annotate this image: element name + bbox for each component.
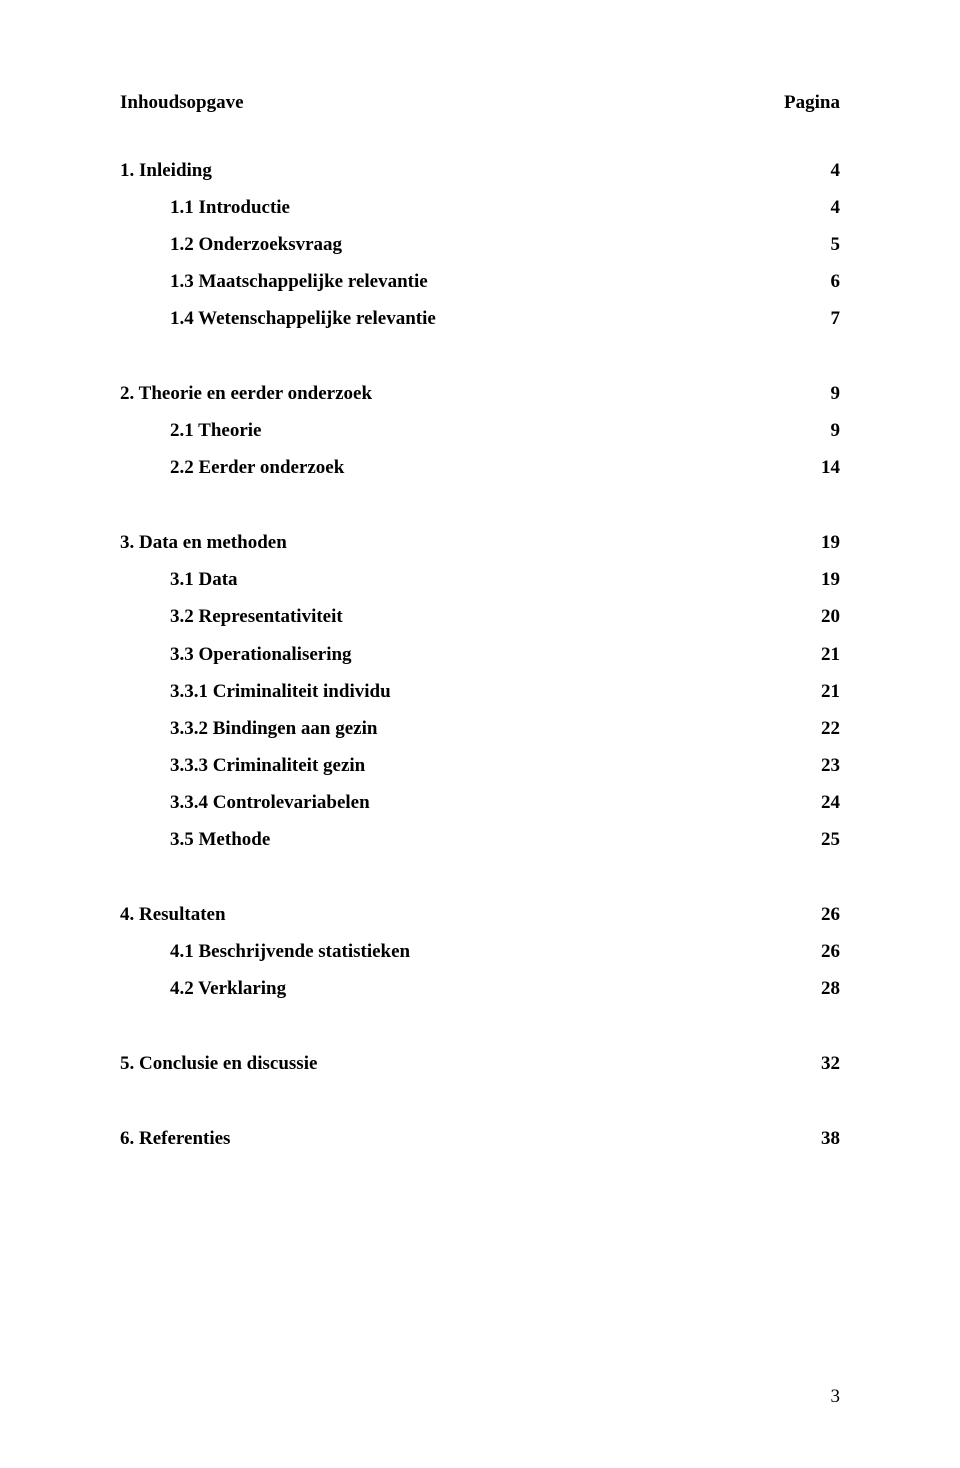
toc-section: 3. Data en methoden193.1 Data193.2 Repre… <box>120 524 840 857</box>
toc-entry-page: 6 <box>831 263 841 300</box>
toc-section: 2. Theorie en eerder onderzoek92.1 Theor… <box>120 375 840 486</box>
toc-entry-label: 4.2 Verklaring <box>170 970 286 1007</box>
toc-entry-page: 20 <box>821 598 840 635</box>
toc-entry-label: 3.1 Data <box>170 561 238 598</box>
toc-entry-page: 26 <box>821 896 840 933</box>
toc-row: 3.3.4 Controlevariabelen 24 <box>120 784 840 821</box>
toc-row: 3.5 Methode 25 <box>120 821 840 858</box>
toc-title: Inhoudsopgave <box>120 92 244 114</box>
toc-entry-label: 3.3.4 Controlevariabelen <box>170 784 370 821</box>
toc-entry-label: 4. Resultaten <box>120 896 226 933</box>
toc-entry-label: 5. Conclusie en discussie <box>120 1045 317 1082</box>
toc-entry-label: 3.3.1 Criminaliteit individu <box>170 673 391 710</box>
toc-row: 3.3.1 Criminaliteit individu 21 <box>120 673 840 710</box>
toc-entry-label: 2.1 Theorie <box>170 412 261 449</box>
toc-row: 1. Inleiding 4 <box>120 152 840 189</box>
toc-entry-label: 3.5 Methode <box>170 821 270 858</box>
toc-entry-page: 23 <box>821 747 840 784</box>
toc-entry-page: 25 <box>821 821 840 858</box>
toc-entry-page: 5 <box>831 226 841 263</box>
toc-row: 3.3 Operationalisering 21 <box>120 636 840 673</box>
toc-row: 1.2 Onderzoeksvraag 5 <box>120 226 840 263</box>
toc-page-label: Pagina <box>784 92 840 114</box>
toc-entry-label: 3.2 Representativiteit <box>170 598 343 635</box>
toc-section: 5. Conclusie en discussie 32 <box>120 1045 840 1082</box>
toc-row: 3.2 Representativiteit 20 <box>120 598 840 635</box>
toc-entry-page: 4 <box>831 189 841 226</box>
toc-row: 2. Theorie en eerder onderzoek 9 <box>120 375 840 412</box>
toc-row: 4. Resultaten 26 <box>120 896 840 933</box>
toc-entry-page: 14 <box>821 449 840 486</box>
toc-row: 3.3.2 Bindingen aan gezin 22 <box>120 710 840 747</box>
toc-row: 1.4 Wetenschappelijke relevantie 7 <box>120 300 840 337</box>
toc-row: 6. Referenties 38 <box>120 1120 840 1157</box>
toc-entry-page: 32 <box>821 1045 840 1082</box>
toc-section: 4. Resultaten264.1 Beschrijvende statist… <box>120 896 840 1007</box>
toc-entry-page: 4 <box>831 152 841 189</box>
toc-entry-label: 1.2 Onderzoeksvraag <box>170 226 342 263</box>
toc-entry-page: 28 <box>821 970 840 1007</box>
toc-entry-page: 7 <box>831 300 841 337</box>
toc-section: 1. Inleiding41.1 Introductie41.2 Onderzo… <box>120 152 840 337</box>
toc-row: 5. Conclusie en discussie 32 <box>120 1045 840 1082</box>
toc-entry-label: 1.4 Wetenschappelijke relevantie <box>170 300 436 337</box>
toc-entry-label: 3.3.3 Criminaliteit gezin <box>170 747 365 784</box>
toc-row: 4.1 Beschrijvende statistieken 26 <box>120 933 840 970</box>
toc-entry-label: 1.1 Introductie <box>170 189 290 226</box>
toc-header: Inhoudsopgave Pagina <box>120 92 840 114</box>
toc-entry-page: 21 <box>821 673 840 710</box>
toc-row: 1.3 Maatschappelijke relevantie 6 <box>120 263 840 300</box>
toc-section: 6. Referenties 38 <box>120 1120 840 1157</box>
toc-entry-label: 4.1 Beschrijvende statistieken <box>170 933 410 970</box>
toc-entry-label: 2.2 Eerder onderzoek <box>170 449 344 486</box>
toc-entry-page: 21 <box>821 636 840 673</box>
toc-row: 1.1 Introductie 4 <box>120 189 840 226</box>
toc-entry-label: 2. Theorie en eerder onderzoek <box>120 375 372 412</box>
toc-entry-page: 26 <box>821 933 840 970</box>
toc-entry-label: 3.3 Operationalisering <box>170 636 352 673</box>
toc-row: 4.2 Verklaring 28 <box>120 970 840 1007</box>
toc-row: 3. Data en methoden 19 <box>120 524 840 561</box>
toc-entry-page: 19 <box>821 561 840 598</box>
toc-entry-page: 24 <box>821 784 840 821</box>
toc-entry-page: 19 <box>821 524 840 561</box>
toc-entry-label: 1.3 Maatschappelijke relevantie <box>170 263 428 300</box>
toc-entry-page: 9 <box>831 412 841 449</box>
toc-body: 1. Inleiding41.1 Introductie41.2 Onderzo… <box>120 152 840 1157</box>
toc-row: 3.3.3 Criminaliteit gezin 23 <box>120 747 840 784</box>
toc-entry-label: 3.3.2 Bindingen aan gezin <box>170 710 377 747</box>
toc-entry-page: 38 <box>821 1120 840 1157</box>
toc-row: 2.2 Eerder onderzoek 14 <box>120 449 840 486</box>
toc-entry-page: 9 <box>831 375 841 412</box>
page-number: 3 <box>831 1386 841 1408</box>
toc-entry-label: 1. Inleiding <box>120 152 212 189</box>
toc-entry-page: 22 <box>821 710 840 747</box>
toc-row: 3.1 Data 19 <box>120 561 840 598</box>
toc-entry-label: 6. Referenties <box>120 1120 230 1157</box>
toc-entry-label: 3. Data en methoden <box>120 524 287 561</box>
toc-row: 2.1 Theorie 9 <box>120 412 840 449</box>
